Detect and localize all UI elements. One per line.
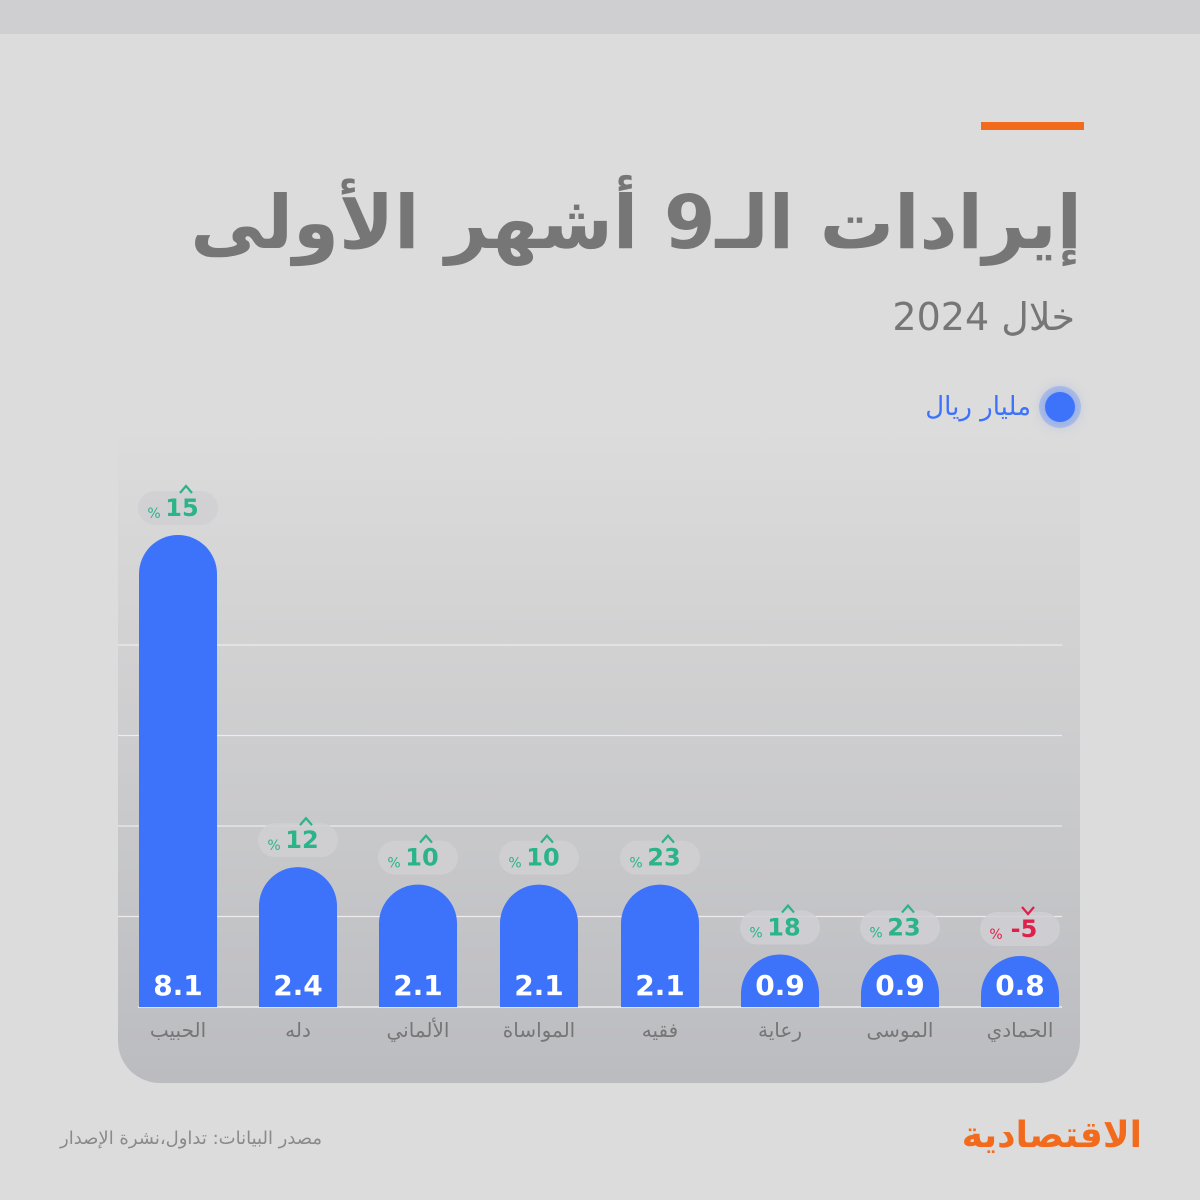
value-label: 2.1 <box>514 969 564 1002</box>
bar <box>981 956 1059 1007</box>
change-label: 12 <box>285 826 318 854</box>
bar <box>139 535 217 1007</box>
up-arrow-icon <box>781 903 795 914</box>
change-pill <box>740 910 820 945</box>
legend-label: مليار ريال <box>925 392 1031 422</box>
value-label: 0.9 <box>755 969 805 1002</box>
category-label: الألماني <box>387 1018 450 1043</box>
change-label: 15 <box>165 494 198 522</box>
value-label: 2.4 <box>273 969 323 1002</box>
up-arrow-icon <box>419 833 433 844</box>
change-unit: % <box>387 856 400 872</box>
category-label: دله <box>285 1018 311 1042</box>
change-label: 10 <box>526 844 559 872</box>
up-arrow-icon <box>540 833 554 844</box>
bar <box>621 884 699 1007</box>
change-label: 10 <box>405 844 438 872</box>
data-source: مصدر البيانات: تداول،نشرة الإصدار <box>60 1128 323 1149</box>
legend-dot-icon <box>1045 392 1075 422</box>
category-label: الموسى <box>867 1018 934 1042</box>
bar-chart: 8.1 الحبيب 15% 2.4 دله 12% 2.1 الألماني 10% 2.1 ال… <box>118 484 1062 1043</box>
value-label: 0.8 <box>995 969 1045 1002</box>
value-label: 2.1 <box>393 969 443 1002</box>
category-label: فقيه <box>642 1018 678 1042</box>
change-unit: % <box>147 506 160 522</box>
change-label: 23 <box>887 914 920 942</box>
change-pill <box>138 491 218 525</box>
change-pill <box>499 840 579 875</box>
value-label: 0.9 <box>875 969 925 1002</box>
chart-subtitle: خلال 2024 <box>892 295 1075 339</box>
change-pill <box>378 840 458 875</box>
bar <box>500 884 578 1007</box>
category-label: الحبيب <box>150 1018 206 1042</box>
change-unit: % <box>508 856 521 872</box>
up-arrow-icon <box>901 903 915 914</box>
accent-line <box>981 122 1084 130</box>
bar <box>861 954 939 1007</box>
value-label: 8.1 <box>153 969 203 1002</box>
up-arrow-icon <box>661 833 675 844</box>
change-label: 23 <box>647 844 680 872</box>
top-bar <box>0 0 1200 34</box>
bar <box>259 867 337 1007</box>
bar <box>379 884 457 1007</box>
up-arrow-icon <box>299 816 313 826</box>
change-pill <box>258 823 338 858</box>
change-unit: % <box>869 926 882 942</box>
category-label: الحمادي <box>987 1018 1054 1043</box>
change-pill <box>620 840 700 875</box>
change-unit: % <box>629 856 642 872</box>
brand-logo: الاقتصادية <box>961 1115 1142 1156</box>
change-label: -5 <box>1011 915 1038 943</box>
value-label: 2.1 <box>635 969 685 1002</box>
change-label: 18 <box>767 914 800 942</box>
legend: مليار ريال <box>925 392 1075 422</box>
change-pill <box>860 910 940 945</box>
up-arrow-icon <box>179 484 193 494</box>
chart-title: إيرادات الـ9 أشهر الأولى <box>190 180 1082 266</box>
down-arrow-icon <box>1021 906 1035 916</box>
change-unit: % <box>989 927 1002 943</box>
category-label: المواساة <box>503 1018 575 1042</box>
change-unit: % <box>267 838 280 854</box>
change-unit: % <box>749 926 762 942</box>
bar <box>741 954 819 1007</box>
change-pill <box>980 912 1060 946</box>
category-label: رعاية <box>758 1018 802 1042</box>
chart-panel: 8.1 الحبيب 15% 2.4 دله 12% 2.1 الألماني 10% 2.1 ال… <box>118 425 1080 1083</box>
